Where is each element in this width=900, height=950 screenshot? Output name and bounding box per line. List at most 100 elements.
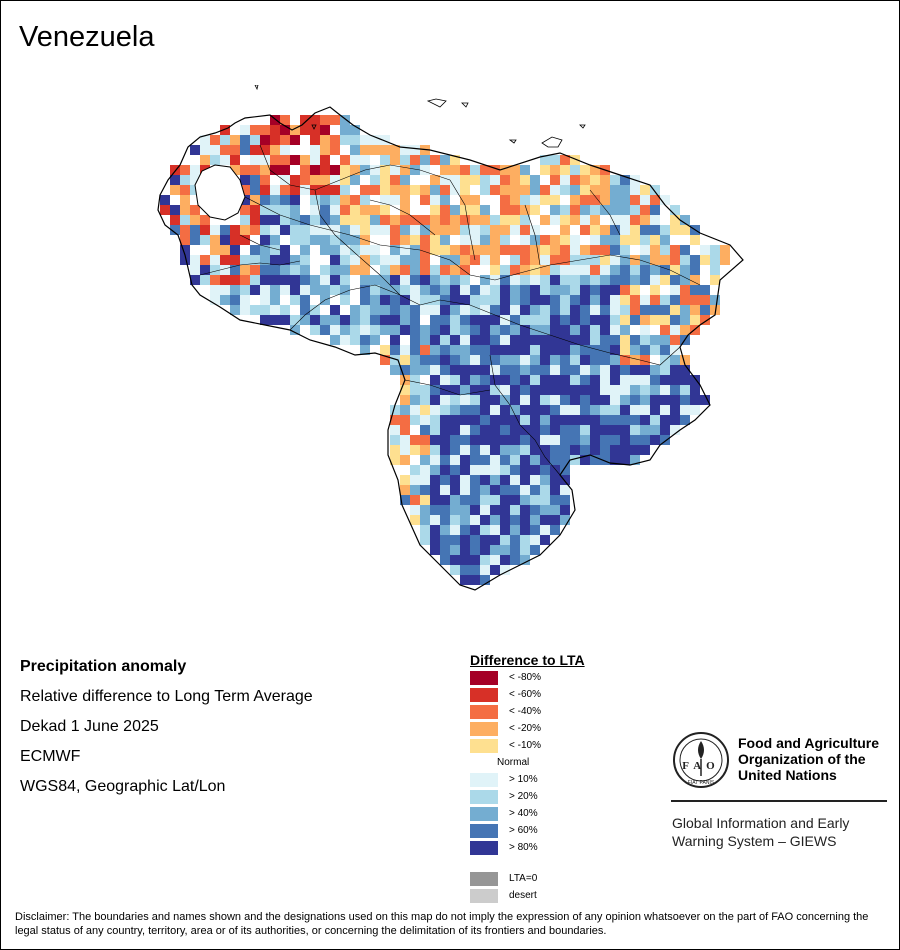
anomaly-cell	[500, 375, 510, 385]
anomaly-cell	[260, 135, 270, 145]
anomaly-cell	[220, 265, 230, 275]
anomaly-cell	[550, 375, 560, 385]
anomaly-cell	[590, 165, 600, 175]
anomaly-cell	[630, 395, 640, 405]
anomaly-cell	[290, 275, 300, 285]
anomaly-cell	[560, 235, 570, 245]
anomaly-cell	[550, 365, 560, 375]
anomaly-cell	[560, 455, 570, 465]
anomaly-cell	[680, 235, 690, 245]
anomaly-cell	[510, 495, 520, 505]
anomaly-cell	[290, 195, 300, 205]
anomaly-cell	[510, 355, 520, 365]
anomaly-cell	[500, 265, 510, 275]
anomaly-cell	[640, 255, 650, 265]
anomaly-cell	[660, 335, 670, 345]
fao-logo-text: FAO	[682, 760, 719, 772]
anomaly-cell	[690, 235, 700, 245]
anomaly-cell	[560, 245, 570, 255]
anomaly-cell	[650, 295, 660, 305]
anomaly-cell	[260, 185, 270, 195]
anomaly-cell	[420, 515, 430, 525]
anomaly-cell	[190, 205, 200, 215]
anomaly-cell	[340, 195, 350, 205]
anomaly-cell	[420, 505, 430, 515]
anomaly-cell	[440, 505, 450, 515]
anomaly-cell	[600, 425, 610, 435]
anomaly-cell	[280, 265, 290, 275]
anomaly-cell	[240, 255, 250, 265]
anomaly-cell	[300, 195, 310, 205]
anomaly-cell	[550, 295, 560, 305]
anomaly-cell	[430, 385, 440, 395]
anomaly-cell	[700, 285, 710, 295]
anomaly-cell	[370, 335, 380, 345]
anomaly-cell	[400, 295, 410, 305]
anomaly-cell	[400, 235, 410, 245]
anomaly-cell	[240, 185, 250, 195]
anomaly-cell	[340, 135, 350, 145]
anomaly-cell	[650, 185, 660, 195]
anomaly-cell	[450, 325, 460, 335]
anomaly-cell	[310, 235, 320, 245]
anomaly-cell	[610, 255, 620, 265]
anomaly-cell	[580, 185, 590, 195]
anomaly-cell	[480, 505, 490, 515]
anomaly-cell	[440, 245, 450, 255]
anomaly-cell	[230, 305, 240, 315]
anomaly-cell	[380, 355, 390, 365]
anomaly-cell	[520, 335, 530, 345]
anomaly-cell	[400, 315, 410, 325]
anomaly-cell	[330, 295, 340, 305]
anomaly-cell	[250, 135, 260, 145]
anomaly-cell	[450, 455, 460, 465]
anomaly-cell	[630, 445, 640, 455]
anomaly-cell	[470, 245, 480, 255]
anomaly-cell	[540, 505, 550, 515]
anomaly-cell	[510, 505, 520, 515]
anomaly-cell	[680, 245, 690, 255]
anomaly-cell	[290, 175, 300, 185]
anomaly-cell	[690, 265, 700, 275]
anomaly-cell	[630, 185, 640, 195]
anomaly-cell	[620, 245, 630, 255]
anomaly-cell	[420, 245, 430, 255]
anomaly-cell	[280, 185, 290, 195]
anomaly-cell	[470, 485, 480, 495]
anomaly-cell	[410, 455, 420, 465]
anomaly-cell	[400, 445, 410, 455]
anomaly-cell	[320, 145, 330, 155]
legend-title: Difference to LTA	[470, 652, 585, 668]
anomaly-cell	[380, 345, 390, 355]
anomaly-cell	[390, 325, 400, 335]
anomaly-cell	[260, 265, 270, 275]
anomaly-cell	[650, 375, 660, 385]
anomaly-cell	[610, 225, 620, 235]
anomaly-cell	[160, 195, 170, 205]
anomaly-cell	[520, 495, 530, 505]
anomaly-cell	[610, 285, 620, 295]
legend: Difference to LTA < -80% < -60% < -40% < -2…	[470, 652, 630, 903]
anomaly-cell	[480, 455, 490, 465]
anomaly-cell	[460, 415, 470, 425]
anomaly-cell	[640, 265, 650, 275]
anomaly-cell	[240, 225, 250, 235]
anomaly-cell	[610, 415, 620, 425]
anomaly-cell	[650, 325, 660, 335]
anomaly-cell	[490, 335, 500, 345]
anomaly-cell	[200, 145, 210, 155]
anomaly-cell	[300, 245, 310, 255]
anomaly-cell	[530, 275, 540, 285]
anomaly-cell	[640, 215, 650, 225]
anomaly-cell	[480, 365, 490, 375]
anomaly-cell	[450, 295, 460, 305]
anomaly-cell	[350, 175, 360, 185]
anomaly-cell	[510, 315, 520, 325]
anomaly-cell	[610, 265, 620, 275]
anomaly-cell	[530, 415, 540, 425]
anomaly-cell	[320, 125, 330, 135]
anomaly-cell	[520, 175, 530, 185]
anomaly-cell	[670, 395, 680, 405]
anomaly-cell	[640, 355, 650, 365]
anomaly-cell	[640, 285, 650, 295]
